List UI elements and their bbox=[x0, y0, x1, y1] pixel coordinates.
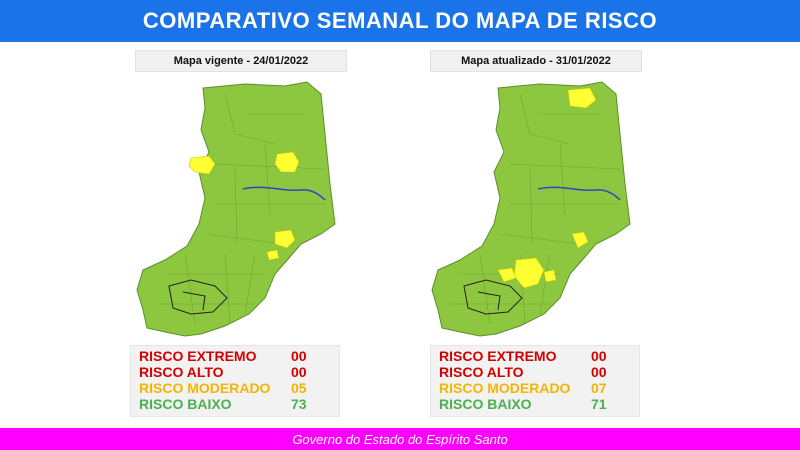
zone-moderado-2 bbox=[571, 231, 589, 249]
risk-count: 00 bbox=[591, 348, 607, 364]
zone-moderado-2 bbox=[274, 151, 300, 173]
risk-row-alto: RISCO ALTO 00 bbox=[439, 364, 631, 380]
footer-text: Governo do Estado do Espírito Santo bbox=[292, 431, 508, 447]
risk-row-alto: RISCO ALTO 00 bbox=[139, 364, 331, 380]
risk-row-moderado: RISCO MODERADO 07 bbox=[439, 380, 631, 396]
zone-moderado-4 bbox=[543, 269, 557, 283]
risk-map-vigente bbox=[136, 81, 336, 337]
risk-name: RISCO EXTREMO bbox=[439, 348, 557, 364]
municipality-borders bbox=[155, 93, 326, 325]
river-doce bbox=[242, 186, 326, 201]
metro-region-outline bbox=[168, 279, 228, 315]
risk-name: RISCO BAIXO bbox=[439, 396, 532, 412]
risk-map-atualizado bbox=[431, 81, 631, 337]
risk-name: RISCO EXTREMO bbox=[139, 348, 257, 364]
map-panel-vigente: Mapa vigente - 24/01/2022 bbox=[125, 46, 455, 337]
risk-row-baixo: RISCO BAIXO 71 bbox=[439, 396, 631, 412]
risk-name: RISCO ALTO bbox=[439, 364, 524, 380]
zone-moderado-4 bbox=[266, 249, 280, 261]
risk-summary-vigente: RISCO EXTREMO 00 RISCO ALTO 00 RISCO MOD… bbox=[130, 345, 340, 417]
risk-count: 07 bbox=[591, 380, 607, 396]
zone-moderado-1 bbox=[567, 87, 597, 109]
map-label-atualizado: Mapa atualizado - 31/01/2022 bbox=[430, 50, 642, 72]
footer-bar: Governo do Estado do Espírito Santo bbox=[0, 428, 800, 450]
risk-count: 00 bbox=[591, 364, 607, 380]
zone-moderado-3 bbox=[274, 229, 296, 249]
risk-row-moderado: RISCO MODERADO 05 bbox=[139, 380, 331, 396]
zone-moderado-5 bbox=[497, 267, 517, 283]
risk-row-baixo: RISCO BAIXO 73 bbox=[139, 396, 331, 412]
map-panel-atualizado: Mapa atualizado - 31/01/2022 bbox=[420, 46, 750, 337]
map-label-vigente: Mapa vigente - 24/01/2022 bbox=[135, 50, 347, 72]
risk-name: RISCO ALTO bbox=[139, 364, 224, 380]
risk-name: RISCO BAIXO bbox=[139, 396, 232, 412]
header-bar: COMPARATIVO SEMANAL DO MAPA DE RISCO bbox=[0, 0, 800, 42]
river-doce bbox=[537, 186, 621, 201]
risk-row-extremo: RISCO EXTREMO 00 bbox=[139, 348, 331, 364]
metro-region-outline bbox=[463, 279, 523, 315]
risk-count: 05 bbox=[291, 380, 307, 396]
page-title: COMPARATIVO SEMANAL DO MAPA DE RISCO bbox=[142, 8, 658, 33]
risk-summary-atualizado: RISCO EXTREMO 00 RISCO ALTO 00 RISCO MOD… bbox=[430, 345, 640, 417]
risk-count: 00 bbox=[291, 364, 307, 380]
municipality-borders bbox=[450, 93, 621, 325]
zone-moderado-1 bbox=[188, 155, 216, 175]
risk-count: 73 bbox=[291, 396, 307, 412]
risk-name: RISCO MODERADO bbox=[439, 380, 571, 396]
risk-count: 00 bbox=[291, 348, 307, 364]
risk-name: RISCO MODERADO bbox=[139, 380, 271, 396]
risk-count: 71 bbox=[591, 396, 607, 412]
risk-row-extremo: RISCO EXTREMO 00 bbox=[439, 348, 631, 364]
